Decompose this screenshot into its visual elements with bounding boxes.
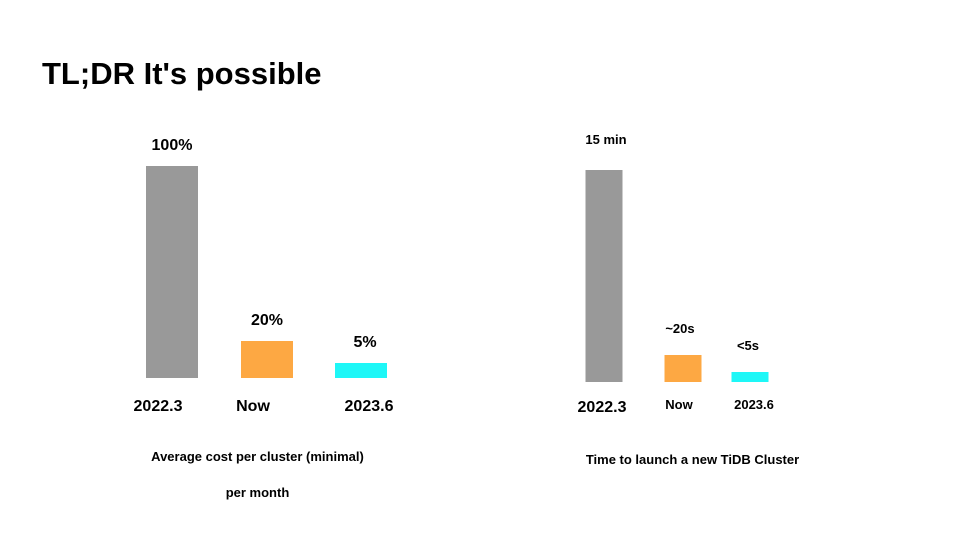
cost-data-label-2: 5% bbox=[353, 334, 376, 351]
cost-bar-0 bbox=[146, 166, 198, 378]
cost-bar-2 bbox=[335, 363, 387, 378]
launch-category-label-2: 2023.6 bbox=[734, 397, 774, 412]
cost-category-label-0: 2022.3 bbox=[134, 398, 183, 415]
launch-category-label-0: 2022.3 bbox=[578, 399, 627, 416]
launch-data-label-1: ~20s bbox=[665, 321, 694, 336]
launch-bar-2 bbox=[731, 372, 769, 382]
launch-category-label-1: Now bbox=[665, 397, 693, 412]
launch-chart-caption: Time to launch a new TiDB Cluster bbox=[585, 452, 800, 467]
cost-category-label-1: Now bbox=[236, 398, 270, 415]
cost-chart-caption-line-1: Average cost per cluster (minimal) bbox=[151, 449, 364, 464]
cost-chart-caption-line-2: per month bbox=[225, 485, 290, 500]
launch-data-label-2: <5s bbox=[737, 338, 759, 353]
cost-chart-bars: 100% 2022.3 20% Now 5% 2023.6 bbox=[134, 137, 394, 415]
cost-category-label-2: 2023.6 bbox=[345, 398, 394, 415]
launch-bar-0 bbox=[585, 170, 623, 382]
launch-data-label-0: 15 min bbox=[585, 132, 626, 147]
launch-chart-bars: 15 min 2022.3 ~20s Now <5s 2023.6 bbox=[578, 132, 774, 416]
cost-data-label-0: 100% bbox=[152, 137, 193, 154]
launch-bar-1 bbox=[664, 355, 702, 382]
cost-bar-1 bbox=[241, 341, 293, 378]
slide-title: TL;DR It's possible bbox=[42, 56, 322, 91]
cost-data-label-1: 20% bbox=[251, 312, 283, 329]
